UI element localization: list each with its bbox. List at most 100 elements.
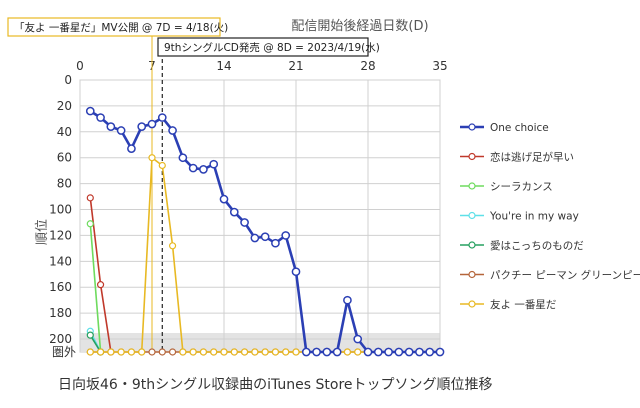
data-point — [199, 348, 208, 356]
legend-swatch-marker — [468, 152, 476, 161]
data-point — [116, 126, 126, 135]
x-tick-label: 21 — [288, 59, 303, 73]
data-point — [291, 267, 301, 277]
annotation-lines — [151, 32, 163, 352]
y-tick-label: 160 — [49, 280, 72, 294]
data-point — [86, 331, 94, 339]
data-point — [148, 348, 156, 356]
data-point — [168, 242, 177, 250]
data-point — [251, 348, 259, 356]
data-point — [179, 348, 187, 356]
y-tick-label: 0 — [64, 73, 72, 87]
legend-item: 友よ 一番星だ — [460, 298, 556, 311]
legend-label: シーラカンス — [490, 181, 553, 193]
data-point — [292, 348, 300, 356]
data-point — [343, 348, 352, 356]
legend-label: 友よ 一番星だ — [490, 298, 556, 311]
data-point — [373, 347, 383, 357]
data-point — [188, 163, 198, 173]
legend-swatch-marker — [468, 182, 476, 190]
data-point — [353, 334, 363, 344]
data-point — [363, 347, 373, 357]
data-point — [219, 194, 229, 204]
data-point — [210, 348, 218, 356]
legend-swatch-marker — [468, 300, 476, 308]
y-tick-label: 180 — [49, 306, 72, 320]
y-axis-label: 順位 — [35, 219, 50, 245]
x-tick-label: 28 — [360, 59, 375, 73]
legend-item: シーラカンス — [460, 181, 553, 193]
x-tick-label: 0 — [76, 59, 84, 73]
data-point — [322, 347, 332, 357]
data-point — [301, 347, 311, 357]
data-point — [107, 348, 115, 356]
legend-item: 恋は逃げ足が早い — [460, 151, 574, 164]
data-point — [96, 113, 105, 122]
data-point — [168, 348, 177, 356]
data-point — [394, 347, 404, 357]
data-point — [271, 348, 280, 356]
y-tick-label: 120 — [49, 228, 72, 242]
legend-swatch-marker — [468, 123, 476, 131]
data-point — [209, 159, 219, 169]
data-point — [117, 348, 125, 356]
y-tick-label: 80 — [57, 177, 72, 191]
x-tick-label: 14 — [216, 59, 231, 73]
data-point — [137, 122, 147, 131]
series-layer — [85, 106, 445, 357]
y-tick-label: 200 — [49, 332, 72, 346]
data-point — [138, 348, 146, 356]
legend-swatch-marker — [468, 211, 476, 220]
data-point — [250, 233, 260, 243]
data-point — [189, 348, 197, 356]
legend-swatch-marker — [468, 241, 476, 249]
data-point — [260, 232, 270, 242]
data-point — [404, 347, 414, 357]
mv-annotation-box — [7, 17, 221, 37]
data-point — [86, 220, 94, 228]
y-tick-label: 140 — [49, 254, 72, 268]
cd-annotation-box — [157, 37, 369, 57]
data-point — [271, 238, 280, 248]
data-point — [86, 348, 94, 356]
data-point — [281, 231, 291, 240]
series-line — [89, 223, 102, 353]
data-point — [332, 347, 342, 357]
data-point — [106, 122, 116, 131]
data-point — [230, 348, 238, 356]
data-point — [384, 347, 393, 357]
data-point — [158, 348, 166, 356]
legend-swatch-marker — [468, 270, 476, 279]
cd-annotation-text: 9thシングルCD発売 @ 8D = 2023/4/19(水) — [164, 41, 380, 54]
data-point — [343, 295, 352, 305]
data-point — [220, 348, 228, 356]
data-point — [425, 347, 435, 357]
data-point — [240, 218, 249, 227]
legend-label: One choice — [490, 122, 549, 134]
data-point — [157, 113, 167, 122]
y-gridlines — [80, 79, 440, 340]
y-tick-label: 20 — [57, 99, 72, 113]
y-tick-labels: 0 20 40 60 80 100 120 140 160 180 200 — [49, 73, 72, 346]
data-point — [178, 153, 188, 163]
y-tick-label: 60 — [57, 151, 72, 165]
plot-area — [79, 79, 441, 353]
mv-annotation-text: 「友よ 一番星だ」MV公開 @ 7D = 4/18(火) — [14, 21, 228, 34]
legend-label: パクチー ピーマン グリーンピース — [490, 269, 640, 282]
data-point — [435, 347, 445, 357]
out-band — [80, 333, 440, 352]
y-tick-label: 40 — [57, 125, 72, 139]
data-point — [127, 348, 136, 356]
data-point — [282, 348, 290, 356]
series-0 — [85, 106, 445, 357]
legend-item: You're in my way — [460, 211, 579, 223]
data-point — [312, 347, 321, 357]
data-point — [415, 347, 424, 357]
data-point — [229, 207, 239, 217]
legend-item: 愛はこっちのものだ — [460, 239, 584, 252]
legend-label: You're in my way — [489, 211, 579, 223]
data-point — [354, 348, 362, 356]
data-point — [240, 348, 249, 356]
